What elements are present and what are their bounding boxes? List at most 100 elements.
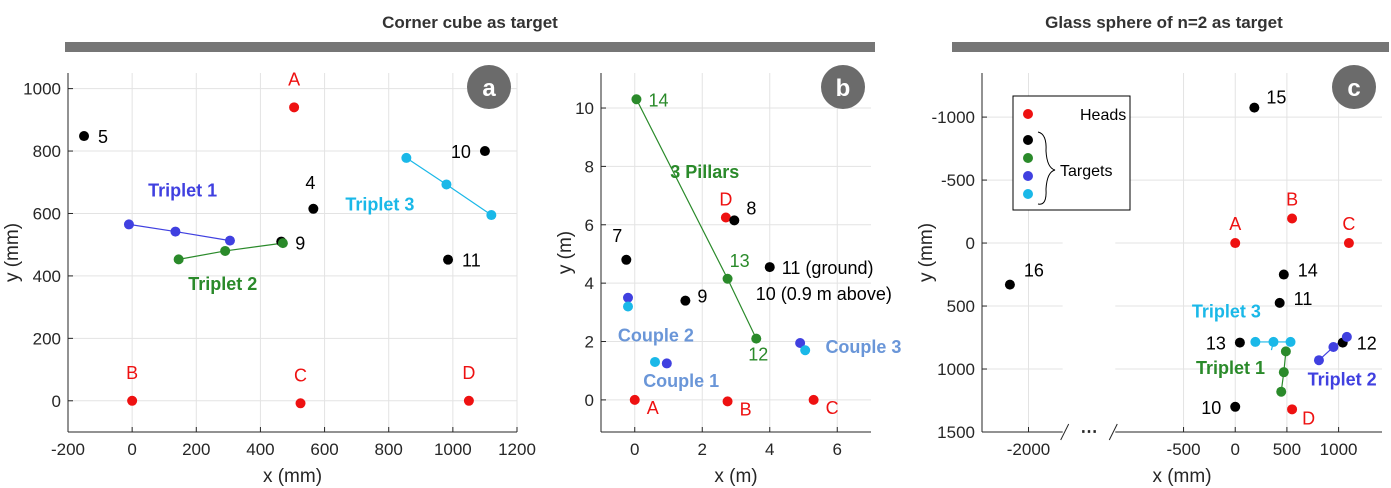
group-annotation: Couple 1	[643, 371, 719, 391]
data-point-blue	[795, 337, 806, 348]
y-tick-label: 400	[33, 267, 61, 286]
y-axis-label: y (mm)	[916, 223, 937, 282]
panel-letter: a	[482, 75, 496, 102]
panel-c: ⋯ -2000 -500 0 500 1000 -1000 -500 0 500 1000 1500 x…	[916, 65, 1382, 487]
x-tick-label: 200	[182, 440, 210, 459]
y-tick-label: 800	[33, 142, 61, 161]
data-point-cyan	[1285, 336, 1296, 347]
x-axis-label: x (mm)	[1152, 466, 1211, 487]
axis-break-slash	[1060, 423, 1070, 441]
y-tick-label: 0	[52, 392, 61, 411]
y-tick-label: 6	[585, 216, 594, 235]
y-tick-label: 200	[33, 329, 61, 348]
point-label: 13	[730, 251, 750, 271]
data-point-black	[1004, 279, 1015, 290]
point-label: A	[288, 69, 300, 89]
panel-badge	[467, 65, 511, 109]
data-point-black	[443, 254, 454, 265]
legend-marker-target-cyan	[1023, 189, 1033, 199]
point-label: B	[126, 363, 138, 383]
point-label: 9	[295, 234, 305, 254]
y-tick-label: 600	[33, 204, 61, 223]
axis-break-slash	[1108, 423, 1118, 441]
data-point-black	[1274, 297, 1285, 308]
data-point-red	[289, 102, 300, 113]
point-label: A	[1229, 214, 1241, 234]
point-label: B	[740, 399, 752, 419]
y-tick-label: 500	[947, 297, 975, 316]
data-point-green	[1278, 367, 1289, 378]
data-point-red	[127, 395, 138, 406]
y-tick-label: 4	[585, 274, 594, 293]
data-point-blue	[123, 219, 134, 230]
data-point-red	[295, 398, 306, 409]
data-point-black	[1249, 102, 1260, 113]
data-point-blue	[661, 358, 672, 369]
y-tick-label: 2	[585, 333, 594, 352]
y-tick-label: -500	[941, 171, 975, 190]
data-point-red	[1287, 404, 1298, 415]
data-point-black	[308, 203, 319, 214]
x-tick-label: 0	[127, 440, 136, 459]
group-annotation: Triplet 2	[188, 274, 257, 294]
data-point-black	[680, 295, 691, 306]
point-label: 13	[1206, 334, 1226, 354]
y-axis-label: y (m)	[555, 231, 576, 274]
x-tick-label: 6	[833, 440, 842, 459]
axis-break-mark: ⋯	[1080, 422, 1097, 441]
point-label: 12	[748, 345, 768, 365]
data-point-cyan	[486, 210, 497, 221]
point-label: C	[1342, 214, 1355, 234]
x-tick-label: -200	[51, 440, 85, 459]
point-label: 9	[697, 287, 707, 307]
point-label: C	[294, 365, 307, 385]
point-label: 7	[612, 226, 622, 246]
group-annotation: Couple 2	[618, 326, 694, 346]
data-point-red	[808, 394, 819, 405]
legend-marker-target-blue	[1023, 171, 1033, 181]
point-label: A	[647, 398, 659, 418]
data-point-black	[1234, 337, 1245, 348]
point-label: 15	[1266, 88, 1286, 108]
x-tick-label: 0	[630, 440, 639, 459]
y-tick-label: 1500	[937, 423, 975, 442]
point-label: B	[1286, 189, 1298, 209]
y-tick-label: 10	[575, 99, 594, 118]
data-point-green	[220, 245, 231, 256]
panel-a: -200 0 200 400 600 800 1000 1200 0 200 400 600 800 10…	[2, 65, 536, 487]
data-point-green	[751, 333, 762, 344]
x-tick-label: 1000	[434, 440, 472, 459]
x-tick-label: 2	[698, 440, 707, 459]
data-point-blue	[170, 226, 181, 237]
header-bar-left	[65, 42, 875, 52]
data-point-black	[79, 131, 90, 142]
x-axis-label: x (m)	[714, 466, 757, 487]
point-label: 11 (ground)	[782, 258, 874, 278]
x-tick-label: 400	[246, 440, 274, 459]
header-bar-right	[952, 42, 1389, 52]
data-point-blue	[1313, 355, 1324, 366]
data-point-green	[1276, 386, 1287, 397]
point-label: 5	[98, 127, 108, 147]
data-point-black	[1278, 269, 1289, 280]
point-label: 4	[305, 173, 315, 193]
group-annotation: Triplet 2	[1308, 369, 1377, 389]
data-point-cyan	[800, 345, 811, 356]
data-point-red	[629, 394, 640, 405]
y-tick-label: 0	[585, 391, 594, 410]
point-label: C	[826, 398, 839, 418]
data-point-green	[631, 94, 642, 105]
group-annotation: 3 Pillars	[670, 162, 739, 182]
data-point-black	[1230, 401, 1241, 412]
data-point-black	[621, 254, 632, 265]
point-label: 8	[746, 198, 756, 218]
data-point-green	[173, 254, 184, 265]
legend-marker-target-green	[1023, 153, 1033, 163]
group-annotation: Triplet 1	[148, 180, 217, 200]
x-tick-label: 500	[1273, 440, 1301, 459]
x-tick-label: 1200	[498, 440, 536, 459]
group-annotation: Couple 3	[825, 337, 901, 357]
point-label: 10 (0.9 m above)	[756, 284, 892, 304]
panel-badge	[1332, 65, 1376, 109]
